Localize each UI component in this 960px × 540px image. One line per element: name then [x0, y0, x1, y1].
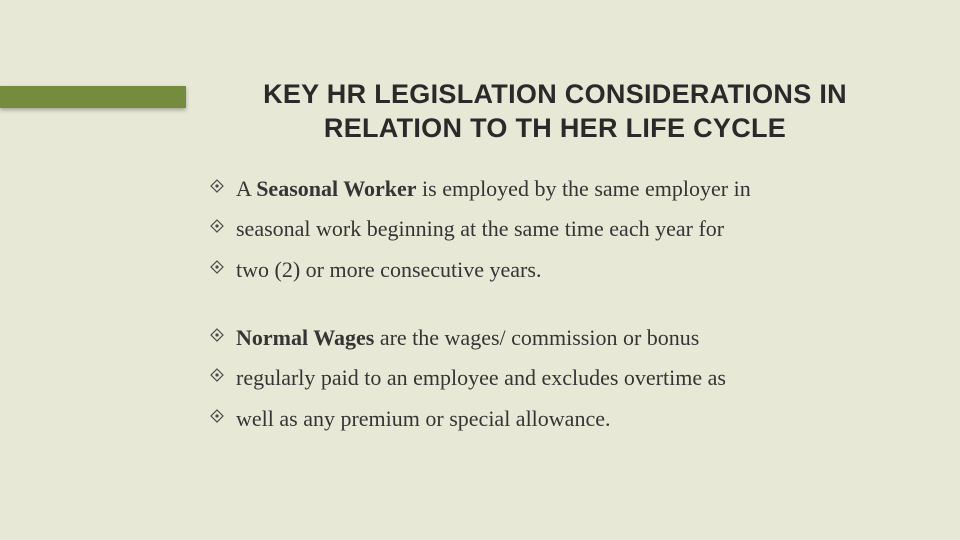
- bullet-line: Normal Wages are the wages/ commission o…: [210, 323, 900, 353]
- bullet-line: regularly paid to an employee and exclud…: [210, 363, 900, 393]
- diamond-bullet-icon: [210, 328, 224, 342]
- line-suffix: seasonal work beginning at the same time…: [236, 216, 724, 241]
- line-suffix: are the wages/ commission or bonus: [374, 325, 699, 350]
- line-bold: Normal Wages: [236, 325, 374, 350]
- line-suffix: is employed by the same employer in: [417, 176, 751, 201]
- line-suffix: two (2) or more consecutive years.: [236, 257, 541, 282]
- bullet-line: seasonal work beginning at the same time…: [210, 214, 900, 244]
- diamond-bullet-icon: [210, 409, 224, 423]
- bullet-line: two (2) or more consecutive years.: [210, 255, 900, 285]
- bullet-line: well as any premium or special allowance…: [210, 404, 900, 434]
- line-suffix: well as any premium or special allowance…: [236, 406, 610, 431]
- diamond-bullet-icon: [210, 219, 224, 233]
- diamond-bullet-icon: [210, 179, 224, 193]
- diamond-bullet-icon: [210, 368, 224, 382]
- accent-bar: [0, 86, 186, 108]
- slide-content: KEY HR LEGISLATION CONSIDERATIONS IN REL…: [0, 0, 960, 434]
- line-suffix: regularly paid to an employee and exclud…: [236, 365, 726, 390]
- diamond-bullet-icon: [210, 260, 224, 274]
- bullet-line: A Seasonal Worker is employed by the sam…: [210, 174, 900, 204]
- bullet-list: A Seasonal Worker is employed by the sam…: [210, 174, 900, 434]
- slide-title: KEY HR LEGISLATION CONSIDERATIONS IN REL…: [210, 78, 900, 146]
- line-bold: Seasonal Worker: [256, 176, 416, 201]
- line-prefix: A: [236, 176, 256, 201]
